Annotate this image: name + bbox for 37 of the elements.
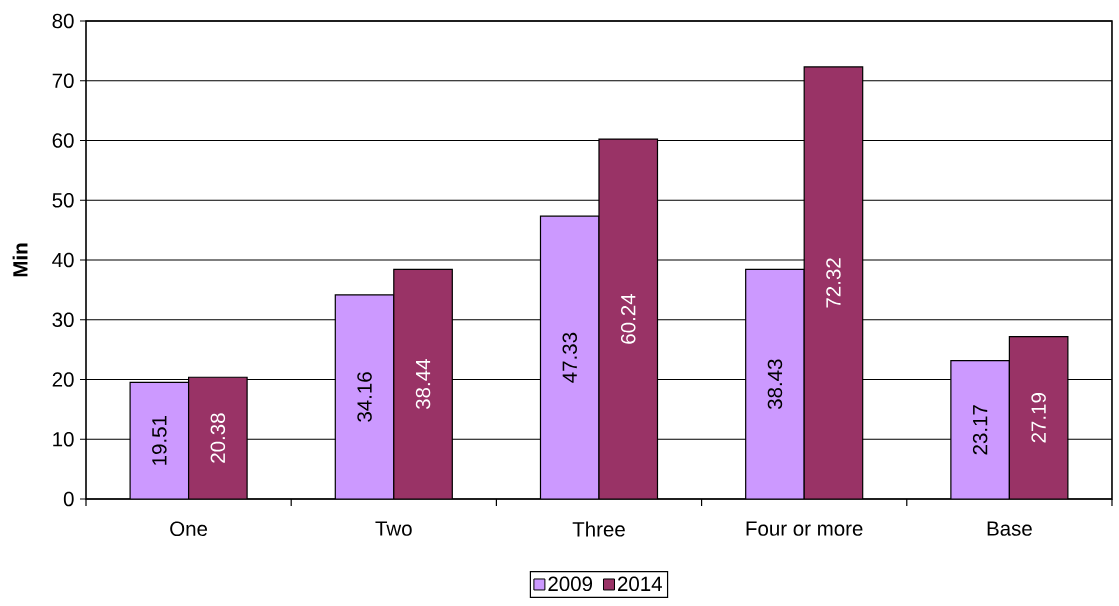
y-axis-title: Min	[12, 243, 28, 277]
y-tick-label: 80	[52, 13, 74, 29]
x-tick-label: Three	[572, 521, 625, 537]
y-tick-label: 10	[53, 431, 74, 447]
data-label: 60.24	[620, 293, 636, 344]
x-tick-label: Two	[375, 521, 412, 536]
y-tick-label: 0	[63, 491, 74, 507]
y-tick-label: 40	[52, 252, 74, 268]
bar	[334, 294, 395, 499]
y-tick-label: 60	[52, 133, 74, 148]
x-tick-label: Base	[987, 521, 1032, 536]
data-label: 38.44	[415, 359, 431, 410]
data-label: 47.33	[562, 332, 577, 383]
data-label: 34.16	[357, 372, 372, 422]
bar	[803, 66, 864, 499]
data-label: 19.51	[152, 416, 167, 465]
data-label: 23.17	[972, 405, 988, 455]
bar	[1008, 335, 1069, 499]
y-tick-label: 70	[52, 73, 74, 89]
y-tick-label: 30	[52, 312, 74, 328]
data-label: 27.19	[1031, 393, 1046, 443]
bar	[188, 376, 248, 499]
x-tick-label: Four or more	[746, 521, 863, 536]
legend-label: 2009	[548, 576, 593, 592]
bar	[598, 138, 659, 499]
x-tick-label: One	[170, 521, 208, 537]
bar	[539, 215, 600, 499]
data-label: 38.43	[767, 359, 783, 410]
y-tick-label: 20	[52, 372, 74, 387]
y-tick-label: 50	[52, 193, 74, 208]
bar	[745, 268, 805, 499]
bar	[129, 381, 190, 499]
legend-label: 2014	[618, 576, 662, 592]
bar	[950, 359, 1010, 499]
data-label: 20.38	[210, 413, 226, 463]
data-label: 72.32	[826, 258, 841, 308]
bar	[393, 268, 453, 499]
